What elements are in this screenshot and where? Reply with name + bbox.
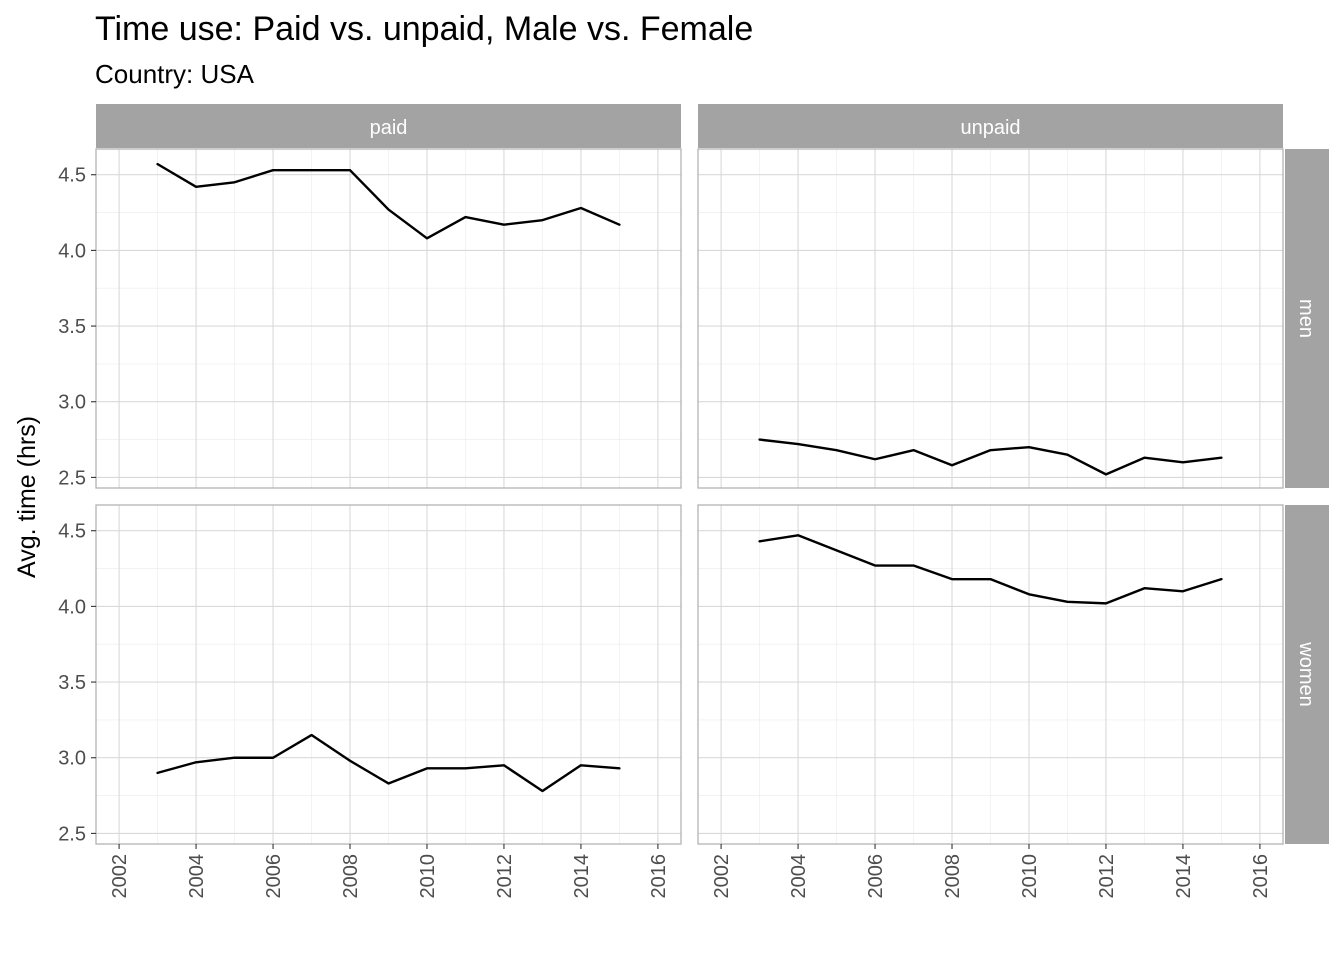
x-tick-label: 2008: [340, 854, 362, 899]
y-tick-label: 4.0: [58, 596, 86, 618]
x-tick-label: 2008: [942, 854, 964, 899]
chart-title: Time use: Paid vs. unpaid, Male vs. Fema…: [95, 10, 753, 48]
facet-grid: paid unpaid men women 2.5 3.0 3.5 4.0 4.5 2.5 3.0 3…: [58, 104, 1329, 899]
y-tick-label: 4.5: [58, 521, 86, 543]
x-tick-label: 2010: [1019, 854, 1041, 899]
series-line-unpaid-women: [758, 534, 1223, 605]
series-line-paid-women: [156, 733, 621, 793]
x-tick-label: 2012: [1096, 854, 1118, 899]
x-tick-label: 2002: [109, 854, 131, 899]
y-tick-label: 3.5: [58, 672, 86, 694]
chart-subtitle: Country: USA: [95, 59, 255, 89]
x-tick-label: 2012: [494, 854, 516, 899]
x-tick-label: 2014: [571, 854, 593, 899]
x-tick-label: 2014: [1173, 854, 1195, 899]
x-tick-label: 2010: [417, 854, 439, 899]
panel-paid-women: [95, 504, 682, 845]
y-tick-label: 2.5: [58, 823, 86, 845]
y-tick-label: 4.5: [58, 165, 86, 187]
panel-border: [95, 148, 682, 489]
y-tick-label: 4.0: [58, 240, 86, 262]
strip-label-men: men: [1295, 299, 1317, 338]
strip-men: [1285, 149, 1329, 488]
x-tick-label: 2016: [1250, 854, 1272, 899]
x-tick-label: 2004: [788, 854, 810, 899]
y-tick-label: 3.0: [58, 392, 86, 414]
x-tick-label: 2002: [711, 854, 733, 899]
strip-label-women: women: [1295, 641, 1317, 706]
y-tick-label: 2.5: [58, 467, 86, 489]
x-tick-label: 2004: [186, 854, 208, 899]
x-tick-label: 2016: [648, 854, 670, 899]
x-tick-label: 2006: [263, 854, 285, 899]
panel-border: [697, 504, 1284, 845]
y-axis-title: Avg. time (hrs): [13, 416, 41, 578]
y-tick-label: 3.0: [58, 748, 86, 770]
strip-label-paid: paid: [370, 117, 408, 139]
strip-unpaid: [698, 104, 1283, 148]
panel-paid-men: [95, 148, 682, 489]
panel-unpaid-men: [697, 148, 1284, 489]
y-tick-label: 3.5: [58, 316, 86, 338]
strip-label-unpaid: unpaid: [960, 117, 1020, 139]
panel-unpaid-women: [697, 504, 1284, 845]
panel-border: [95, 504, 682, 845]
panel-border: [697, 148, 1284, 489]
series-line-paid-men: [156, 162, 621, 240]
strip-paid: [96, 104, 681, 148]
strip-women: [1285, 505, 1329, 844]
series-line-unpaid-men: [758, 438, 1223, 476]
x-tick-label: 2006: [865, 854, 887, 899]
